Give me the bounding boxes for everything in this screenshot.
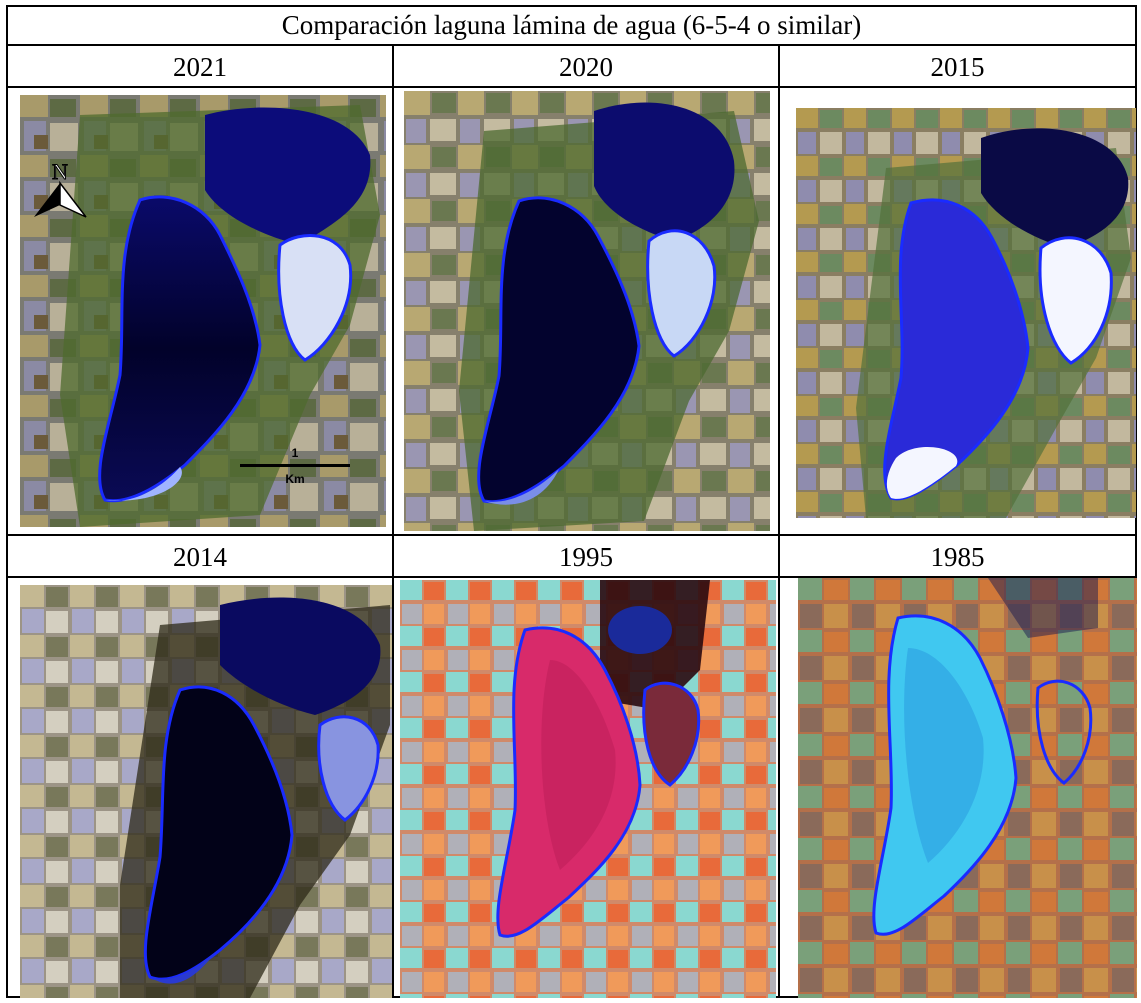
table-title: Comparación laguna lámina de agua (6-5-4… <box>281 10 862 40</box>
north-label: N <box>52 159 68 184</box>
scale-bar-value: 1 <box>292 446 299 460</box>
satellite-image-1985 <box>798 578 1137 998</box>
table-rule <box>6 576 1137 578</box>
satellite-image-2014 <box>20 585 392 998</box>
table-rule <box>778 44 780 998</box>
satellite-image-2020 <box>404 91 770 531</box>
table-rule <box>6 534 1137 536</box>
year-label: 1995 <box>559 542 613 572</box>
scale-bar-unit: Km <box>285 472 304 486</box>
table-rule <box>6 86 1137 88</box>
year-label: 2020 <box>559 52 613 82</box>
table-rule <box>392 44 394 998</box>
year-label: 2021 <box>173 52 227 82</box>
table-rule <box>6 44 1137 46</box>
year-label: 2015 <box>930 52 985 82</box>
satellite-image-1995 <box>400 580 776 998</box>
scale-bar <box>240 464 350 467</box>
year-label: 1985 <box>930 542 985 572</box>
year-label: 2014 <box>173 542 227 572</box>
satellite-image-2015 <box>796 108 1136 518</box>
satellite-image-2021: N 1 Km <box>20 95 386 527</box>
